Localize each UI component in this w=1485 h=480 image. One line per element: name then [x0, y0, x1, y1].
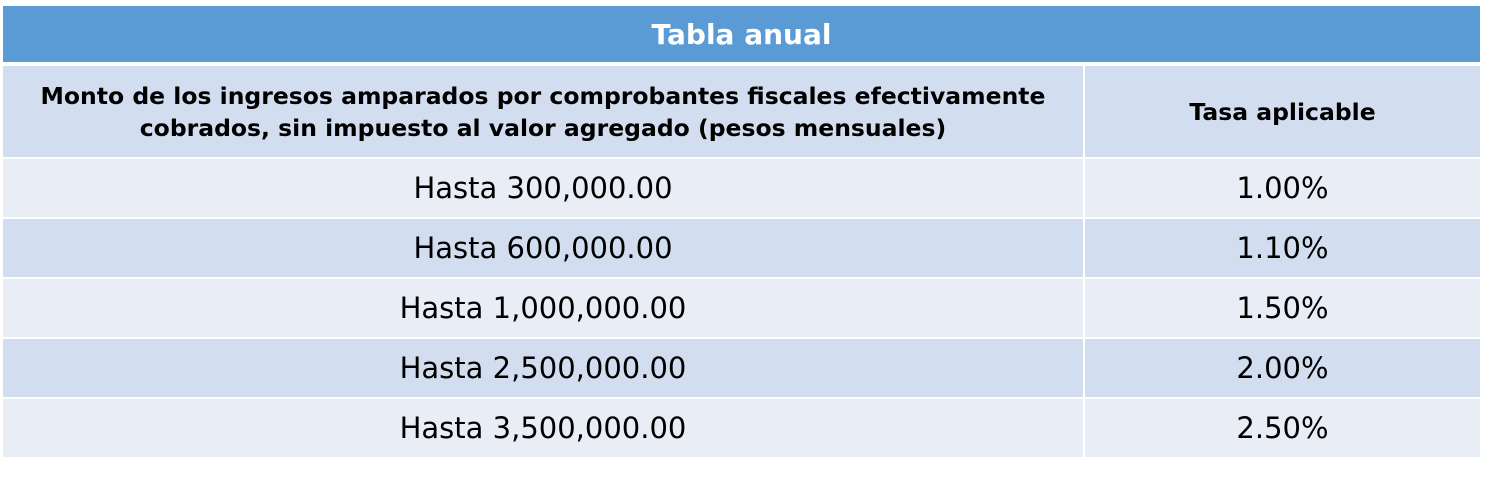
- table-row-2-amount: Hasta 600,000.00: [3, 219, 1083, 277]
- column-header-amount: Monto de los ingresos amparados por comp…: [3, 66, 1083, 157]
- table-row-1-rate: 1.00%: [1085, 159, 1480, 217]
- rate-table: Tabla anual Monto de los ingresos ampara…: [3, 6, 1480, 457]
- table-row-3-rate: 1.50%: [1085, 279, 1480, 337]
- table-row-4-amount: Hasta 2,500,000.00: [3, 339, 1083, 397]
- table-row-3-amount: Hasta 1,000,000.00: [3, 279, 1083, 337]
- table-title: Tabla anual: [3, 6, 1480, 62]
- table-row-5-rate: 2.50%: [1085, 399, 1480, 457]
- table-row-2-rate: 1.10%: [1085, 219, 1480, 277]
- table-body: Monto de los ingresos amparados por comp…: [3, 66, 1480, 457]
- table-row-5-amount: Hasta 3,500,000.00: [3, 399, 1083, 457]
- table-row-4-rate: 2.00%: [1085, 339, 1480, 397]
- table-row-1-amount: Hasta 300,000.00: [3, 159, 1083, 217]
- column-header-rate: Tasa aplicable: [1085, 66, 1480, 157]
